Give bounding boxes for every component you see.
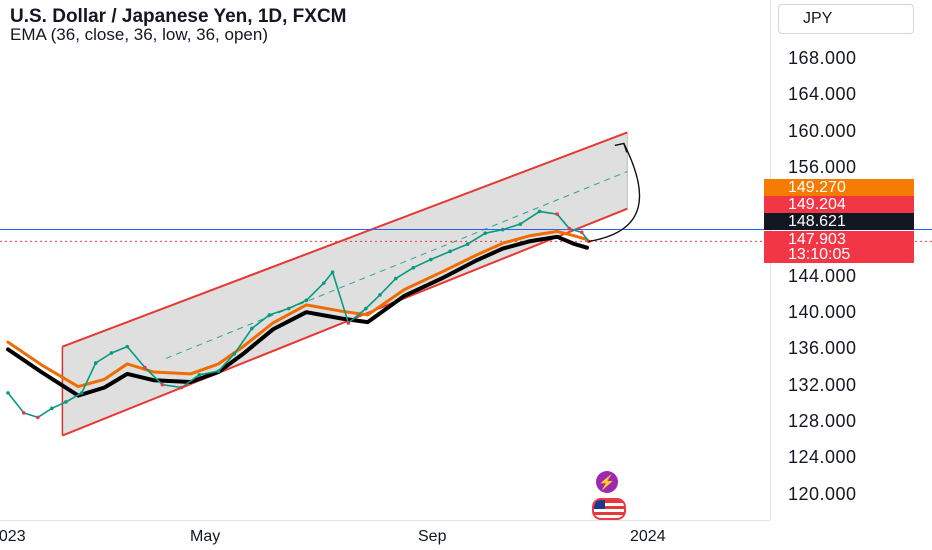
price-point [36, 415, 40, 420]
price-point [216, 369, 221, 373]
price-tick-label: 128.000 [788, 410, 857, 431]
price-point [179, 385, 184, 390]
ema-indicator-legend[interactable]: EMA (36, close, 36, low, 36, open) [10, 25, 268, 44]
price-tag: 148.621 [764, 213, 914, 230]
price-tick-label: 164.000 [788, 84, 857, 105]
price-tick-label: 160.000 [788, 120, 857, 141]
time-axis-separator [0, 520, 770, 521]
price-point [555, 212, 559, 216]
price-tick-label: 136.000 [788, 338, 857, 359]
price-tick-label: 120.000 [788, 483, 857, 504]
time-tick-label: 2023 [0, 528, 26, 545]
flag-canton [594, 500, 605, 509]
price-tick-label: 168.000 [788, 48, 857, 68]
price-tag: 149.204 [764, 196, 914, 213]
price-point [322, 281, 326, 285]
lightning-bolt-icon[interactable]: ⚡ [596, 471, 618, 493]
price-point [125, 344, 130, 349]
channel-lower-line[interactable] [62, 207, 628, 437]
price-tag: 147.903 [764, 231, 914, 248]
price-point [411, 265, 416, 270]
price-point [537, 209, 542, 214]
ema-line-0 [6, 234, 589, 398]
price-point [448, 249, 452, 254]
price-tick-label: 132.000 [788, 374, 857, 395]
time-tick-label: May [190, 528, 221, 545]
price-point [330, 270, 335, 275]
price-point [518, 222, 523, 226]
price-point [232, 352, 237, 356]
price-point [79, 391, 84, 395]
currency-selector-button[interactable]: JPY [778, 4, 914, 34]
price-point [64, 400, 68, 404]
price-point [160, 382, 165, 387]
us-flag-icon[interactable] [592, 498, 626, 520]
time-tick-label: 2024 [630, 528, 666, 545]
price-point [6, 391, 10, 395]
price-point [50, 406, 54, 411]
price-point [567, 226, 572, 231]
price-point [500, 227, 505, 232]
price-point [429, 257, 433, 262]
channel-fill [62, 132, 628, 436]
price-tick-label: 124.000 [788, 447, 857, 468]
price-tick-label: 140.000 [788, 302, 857, 323]
price-point [304, 298, 309, 303]
price-point [109, 351, 114, 355]
price-point [21, 411, 26, 415]
price-tick-label: 156.000 [788, 156, 857, 177]
price-point [483, 231, 488, 236]
price-point [250, 326, 254, 331]
price-tick-label: 144.000 [788, 265, 857, 286]
price-point [93, 361, 98, 365]
channel-upper-line[interactable] [62, 131, 628, 348]
price-point [393, 276, 398, 281]
price-point [465, 242, 470, 246]
ema-line-1 [6, 229, 589, 389]
price-point [143, 365, 147, 370]
price-tag: 149.270 [764, 179, 914, 196]
price-point [378, 293, 382, 297]
price-point [267, 313, 272, 317]
projection-arrow[interactable] [588, 143, 641, 243]
countdown-tag: 13:10:05 [764, 246, 914, 263]
price-point [197, 372, 202, 377]
price-point [286, 306, 291, 311]
chart-title: U.S. Dollar / Japanese Yen, 1D, FXCM [10, 6, 347, 27]
channel-midline [165, 171, 628, 359]
price-point [364, 306, 368, 311]
price-point [579, 230, 584, 235]
time-tick-label: Sep [418, 528, 447, 545]
price-point [346, 321, 351, 325]
projection-arrowhead [614, 142, 628, 153]
